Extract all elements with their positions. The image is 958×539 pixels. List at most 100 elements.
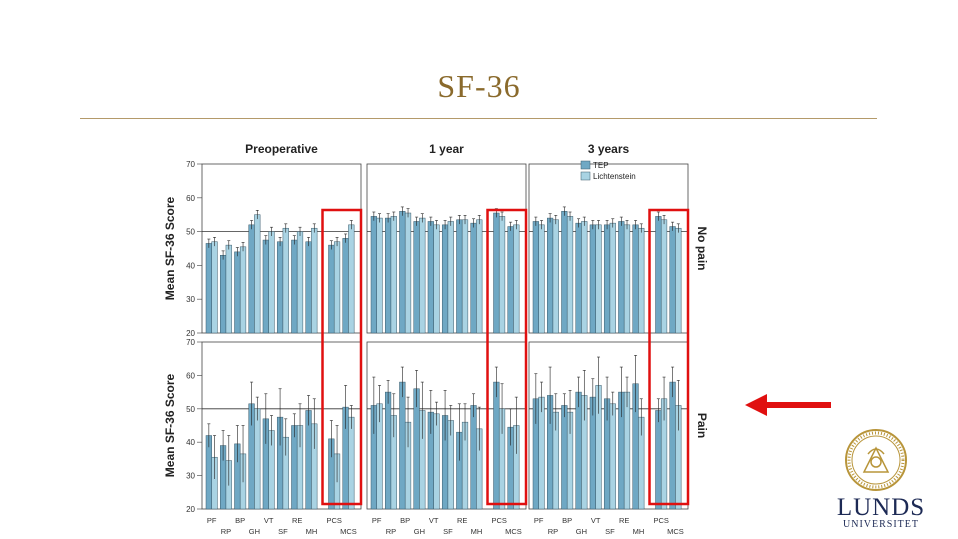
bar-lichtenstein bbox=[225, 244, 232, 334]
bar-lichtenstein bbox=[476, 219, 483, 334]
bar-tep bbox=[470, 222, 477, 334]
x-tick-label: MH bbox=[306, 527, 318, 536]
y-tick-label: 20 bbox=[186, 329, 195, 338]
bar-lichtenstein bbox=[513, 224, 520, 334]
bar-tep bbox=[456, 219, 463, 334]
y-tick-label: 70 bbox=[186, 160, 195, 169]
bar-tep bbox=[546, 217, 554, 334]
bar-tep bbox=[291, 425, 298, 510]
red-arrow-icon bbox=[745, 394, 831, 416]
bar-lichtenstein bbox=[461, 219, 469, 334]
legend-label: Lichtenstein bbox=[593, 172, 636, 181]
x-tick-label: BP bbox=[562, 516, 572, 525]
y-tick-label: 50 bbox=[186, 405, 195, 414]
y-tick-label: 70 bbox=[186, 338, 195, 347]
x-tick-label: PCS bbox=[326, 516, 341, 525]
x-tick-label: SF bbox=[605, 527, 615, 536]
bar-lichtenstein bbox=[581, 221, 588, 334]
y-tick-label: 40 bbox=[186, 261, 195, 270]
bar-tep bbox=[669, 381, 676, 510]
bar-lichtenstein bbox=[566, 216, 574, 334]
x-tick-label: PF bbox=[534, 516, 544, 525]
x-tick-label: MH bbox=[633, 527, 645, 536]
arrow-shaft bbox=[765, 402, 831, 408]
bar-lichtenstein bbox=[211, 241, 218, 334]
x-tick-label: BP bbox=[400, 516, 410, 525]
bar-lichtenstein bbox=[348, 224, 355, 334]
x-tick-label: RP bbox=[386, 527, 396, 536]
bar-lichtenstein bbox=[376, 217, 383, 334]
bar-lichtenstein bbox=[282, 227, 289, 334]
bar-lichtenstein bbox=[333, 241, 341, 334]
bar-lichtenstein bbox=[268, 231, 275, 334]
bar-tep bbox=[470, 405, 477, 510]
x-tick-label: RE bbox=[457, 516, 467, 525]
sf36-chart: Preoperative 1 year 3 years Mean SF-36 Scor… bbox=[163, 142, 708, 536]
bar-lichtenstein bbox=[498, 216, 506, 334]
legend-label: TEP bbox=[593, 161, 609, 170]
bar-lichtenstein bbox=[538, 396, 545, 510]
bar-lichtenstein bbox=[447, 221, 454, 334]
bar-tep bbox=[575, 391, 582, 510]
row-label: Pain bbox=[695, 413, 708, 438]
x-tick-label: PCS bbox=[491, 516, 506, 525]
logo-wordmark: LUNDS bbox=[836, 494, 926, 521]
y-tick-label: 60 bbox=[186, 194, 195, 203]
x-tick-label: BP bbox=[235, 516, 245, 525]
x-tick-label: MH bbox=[471, 527, 483, 536]
bar-tep bbox=[305, 241, 312, 334]
legend-swatch bbox=[580, 171, 591, 181]
bar-tep bbox=[399, 381, 406, 510]
bar-lichtenstein bbox=[311, 227, 318, 334]
x-tick-label: PF bbox=[372, 516, 382, 525]
x-tick-label: SF bbox=[443, 527, 453, 536]
bar-lichtenstein bbox=[623, 391, 631, 510]
bar-lichtenstein bbox=[254, 408, 261, 510]
bar-tep bbox=[532, 221, 539, 334]
bar-tep bbox=[441, 224, 449, 334]
bar-lichtenstein bbox=[609, 403, 616, 510]
panel-title: Preoperative bbox=[245, 142, 318, 156]
x-tick-label: RP bbox=[548, 527, 558, 536]
bar-lichtenstein bbox=[638, 227, 645, 334]
x-tick-label: VT bbox=[429, 516, 439, 525]
y-tick-label: 60 bbox=[186, 371, 195, 380]
bar-tep bbox=[291, 239, 298, 334]
bar-lichtenstein bbox=[296, 231, 304, 334]
bar-tep bbox=[413, 221, 420, 334]
legend-swatch bbox=[580, 160, 591, 170]
x-tick-label: RE bbox=[619, 516, 629, 525]
bar-tep bbox=[589, 224, 596, 334]
bar-lichtenstein bbox=[660, 219, 668, 334]
bar-tep bbox=[632, 224, 639, 334]
bar-tep bbox=[655, 410, 662, 510]
bar-tep bbox=[276, 241, 284, 334]
bar-lichtenstein bbox=[595, 224, 602, 334]
bar-tep bbox=[575, 222, 582, 334]
bar-lichtenstein bbox=[609, 222, 616, 334]
logo-subtitle: UNIVERSITET bbox=[843, 519, 919, 530]
bar-tep bbox=[219, 255, 227, 334]
bar-tep bbox=[561, 405, 568, 510]
x-tick-label: GH bbox=[414, 527, 425, 536]
title-divider bbox=[80, 118, 877, 119]
y-tick-label: 20 bbox=[186, 505, 195, 514]
bar-tep bbox=[655, 216, 662, 334]
bar-tep bbox=[561, 211, 568, 334]
bar-tep bbox=[342, 238, 349, 334]
y-tick-label: 40 bbox=[186, 438, 195, 447]
slide-title: SF-36 bbox=[437, 68, 521, 104]
bar-tep bbox=[370, 216, 377, 334]
panel-title: 1 year bbox=[429, 142, 464, 156]
x-tick-label: PCS bbox=[653, 516, 668, 525]
y-tick-label: 30 bbox=[186, 472, 195, 481]
bar-tep bbox=[493, 381, 500, 510]
x-tick-label: PF bbox=[207, 516, 217, 525]
bar-lichtenstein bbox=[254, 214, 261, 334]
x-tick-label: MCS bbox=[340, 527, 357, 536]
x-tick-label: MCS bbox=[667, 527, 684, 536]
x-tick-label: GH bbox=[576, 527, 587, 536]
bar-lichtenstein bbox=[404, 212, 412, 334]
y-tick-label: 30 bbox=[186, 295, 195, 304]
bar-lichtenstein bbox=[433, 224, 440, 334]
